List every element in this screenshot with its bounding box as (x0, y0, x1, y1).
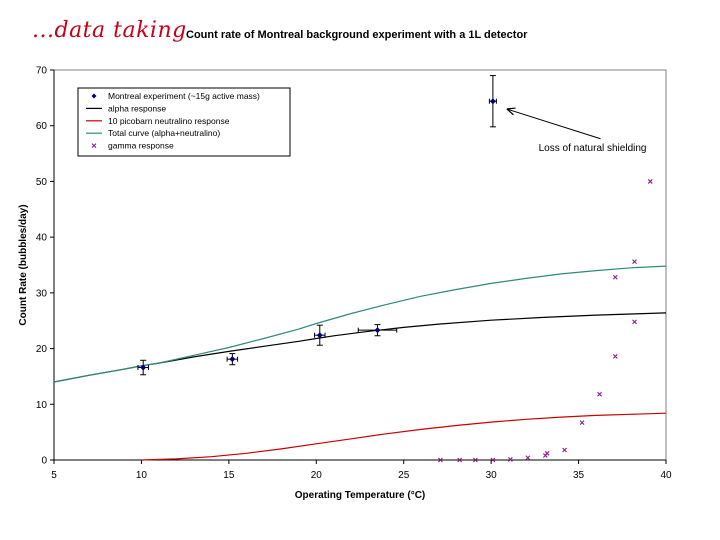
y-tick-label: 40 (36, 233, 48, 244)
legend-label-total: Total curve (alpha+neutralino) (108, 128, 220, 138)
y-axis-label: Count Rate (bubbles/day) (18, 204, 29, 325)
annotation-arrow-head (506, 107, 516, 116)
gamma-point (632, 319, 637, 325)
x-tick-label: 10 (136, 470, 148, 481)
gamma-point (562, 447, 567, 453)
legend-box (77, 87, 291, 157)
x-tick-label: 40 (660, 470, 672, 481)
gamma-point (490, 457, 496, 463)
gamma-point (507, 457, 513, 462)
gamma-point (457, 457, 463, 463)
y-tick-label: 20 (36, 344, 48, 355)
y-tick-label: 0 (41, 456, 47, 467)
gamma-point (647, 179, 653, 184)
legend-symbol-experiment (91, 93, 97, 99)
x-tick-label: 30 (486, 470, 498, 481)
gamma-point (632, 259, 637, 265)
experiment-point (316, 332, 323, 339)
series-line-neutralino (141, 412, 667, 461)
x-axis-label: Operating Temperature (°C) (295, 490, 426, 501)
legend-label-alpha: alpha response (108, 103, 166, 113)
gamma-point (579, 420, 585, 426)
x-tick-label: 25 (398, 470, 410, 481)
legend-symbol-gamma (91, 143, 97, 148)
x-tick-label: 5 (51, 470, 57, 481)
y-tick-label: 60 (36, 121, 48, 132)
experiment-point (140, 364, 147, 371)
gamma-point (438, 457, 443, 463)
experiment-point (374, 327, 381, 334)
annotation-text: Loss of natural shielding (539, 143, 647, 154)
y-tick-label: 70 (36, 66, 48, 77)
x-tick-label: 15 (223, 470, 235, 481)
y-tick-label: 50 (36, 177, 48, 188)
annotation-arrow-line (506, 108, 601, 140)
chart-title: Count rate of Montreal background experi… (186, 29, 528, 41)
x-tick-label: 20 (311, 470, 323, 481)
experiment-point (489, 98, 496, 105)
gamma-point (525, 455, 531, 461)
header-script-text: ...data taking (32, 18, 187, 43)
legend-label-gamma: gamma response (108, 141, 174, 151)
legend-label-experiment: Montreal experiment (~15g active mass) (108, 91, 260, 101)
gamma-point (612, 274, 618, 280)
series-line-total (53, 265, 667, 383)
x-tick-label: 35 (573, 470, 585, 481)
legend-label-neutralino: 10 picobarn neutralino response (108, 116, 230, 126)
y-tick-label: 30 (36, 288, 48, 299)
experiment-point (229, 356, 236, 363)
gamma-point (544, 450, 550, 456)
y-tick-label: 10 (36, 400, 48, 411)
gamma-point (612, 353, 618, 359)
gamma-point (473, 457, 478, 463)
gamma-point (597, 391, 602, 397)
